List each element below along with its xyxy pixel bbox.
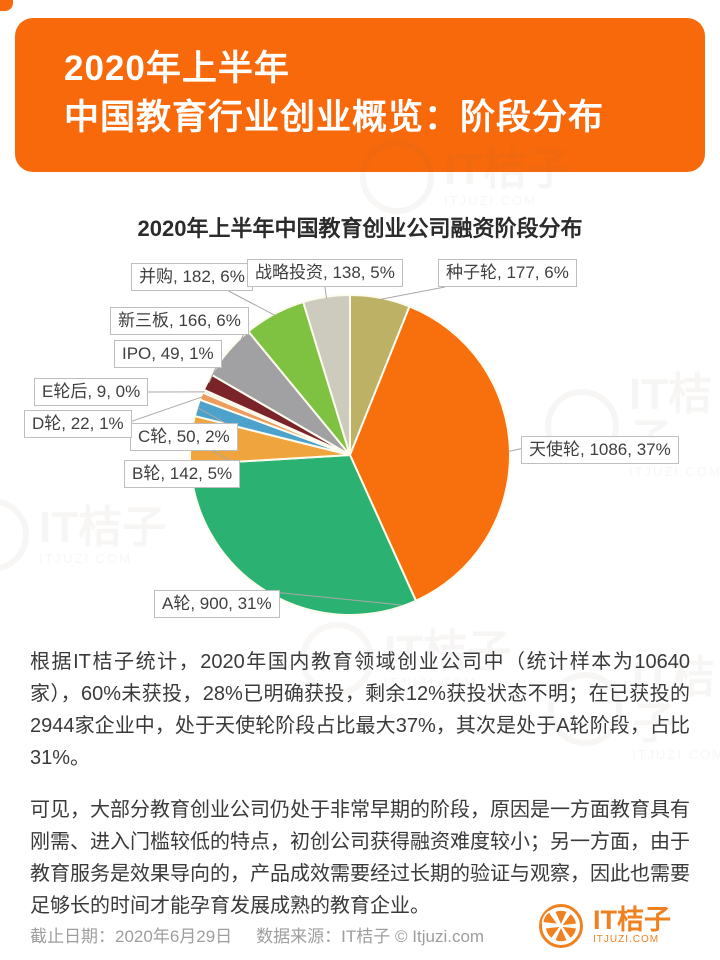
pie-label-B轮: B轮, 142, 5% [124,460,241,488]
leader-line [240,322,250,341]
pie-slice-B轮 [188,415,351,466]
watermark-citrus-icon [0,498,29,572]
leader-line [192,439,241,467]
watermark-domain: ITJUZI.COM [444,192,537,208]
pie-label-E轮后: E轮后, 9, 0% [34,378,149,406]
footer-date: 截止日期：2020年6月29日 [30,927,233,946]
header-title-line2: 中国教育行业创业概览：阶段分布 [64,98,605,137]
leader-line [208,353,223,384]
pie-slice-战略投资 [302,294,351,456]
pie-label-IPO: IPO, 49, 1% [114,340,222,368]
watermark-brand: IT桔子 [629,370,713,465]
header-title-line1: 2020年上半年 [64,49,290,88]
chart-title: 2020年上半年中国教育创业公司融资阶段分布 [137,216,583,241]
pie-label-并购: 并购, 182, 6% [131,263,253,291]
pie-slice-并购 [247,301,351,456]
pie-slice-天使轮 [349,305,511,602]
header-banner: 2020年上半年 中国教育行业创业概览：阶段分布 [15,18,705,172]
watermark-citrus-icon [545,388,619,463]
leader-line [508,448,522,452]
pie-label-新三板: 新三板, 166, 6% [110,307,249,335]
leader-line [279,592,402,606]
pie-slice-C轮 [193,398,351,456]
pie-label-战略投资: 战略投资, 138, 5% [247,259,403,287]
itjuzi-logo-domain: ITJUZI.COM [593,934,660,945]
pie-slice-A轮 [189,454,417,616]
pie-slice-种子轮 [349,294,411,456]
body-text-block: 根据IT桔子统计，2020年国内教育领域创业公司中（统计样本为10640家），6… [30,646,690,942]
pie-label-种子轮: 种子轮, 177, 6% [438,259,577,287]
body-paragraph-2: 可见，大部分教育创业公司仍处于非常早期的阶段，原因是一方面教育具有刚需、进入门槛… [30,799,690,917]
leader-line [324,286,328,299]
footer-source: 数据来源：IT桔子 © Itjuzi.com [256,927,485,946]
leader-line [131,396,203,422]
itjuzi-logo-brand: IT桔子 [593,905,671,935]
body-paragraph-1: 根据IT桔子统计，2020年国内教育领域创业公司中（统计样本为10640家），6… [30,651,690,769]
leader-line [198,407,239,431]
itjuzi-logo: IT桔子 ITJUZI.COM [538,901,671,951]
pie-slice-E轮后 [201,388,351,456]
watermark-brand: IT桔子 [39,502,167,552]
pie-label-天使轮: 天使轮, 1086, 37% [521,436,679,464]
pie-slice-IPO [202,373,351,456]
watermark-domain: ITJUZI.COM [629,464,720,479]
corner-decoration [0,0,13,11]
itjuzi-citrus-icon [539,904,583,948]
pie-slice-D轮 [198,391,351,456]
pie-label-D轮: D轮, 22, 1% [24,410,132,438]
leader-line [379,286,446,300]
pie-label-A轮: A轮, 900, 31% [154,590,280,618]
leader-line [228,290,276,316]
watermark-domain: ITJUZI.COM [39,550,132,566]
pie-slice-新三板 [210,330,351,456]
footer-note: 截止日期：2020年6月29日 数据来源：IT桔子 © Itjuzi.com [30,922,484,947]
pie-label-C轮: C轮, 50, 2% [130,423,238,451]
